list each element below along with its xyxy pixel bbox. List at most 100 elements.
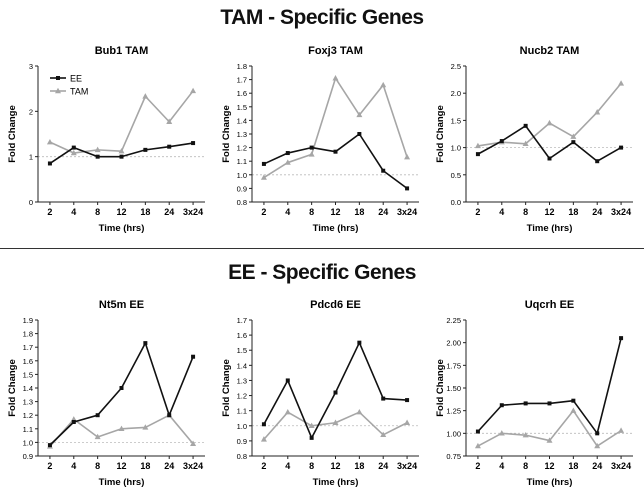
ee-data-point [381, 168, 386, 173]
ee-data-point [309, 145, 314, 150]
tam-data-point [546, 437, 553, 443]
legend-marker [55, 87, 61, 94]
ee-series-line [263, 133, 408, 190]
y-tick-label: 1.8 [23, 330, 33, 339]
x-tick-label: 3x24 [183, 461, 203, 471]
ee-data-point [191, 141, 196, 146]
x-tick-label: 4 [499, 461, 504, 471]
tam-data-point [474, 442, 481, 449]
tam-data-point [594, 442, 601, 449]
y-tick-label: 0.75 [446, 452, 461, 461]
chart-title: Bub1 TAM [95, 45, 149, 57]
y-tick-label: 0 [29, 198, 33, 207]
tam-data-point [380, 81, 387, 88]
tam-data-point [166, 118, 173, 124]
x-tick-label: 3x24 [611, 461, 631, 471]
y-tick-label: 1.0 [451, 144, 461, 153]
x-tick-label: 18 [354, 207, 364, 217]
x-tick-label: 2 [475, 461, 480, 471]
ee-data-point [95, 154, 100, 159]
y-tick-label: 0.0 [451, 198, 461, 207]
ee-data-point [261, 161, 266, 166]
tam-data-point [332, 75, 339, 81]
y-tick-label: 1.3 [237, 376, 247, 385]
y-tick-label: 2.25 [446, 316, 461, 325]
tam-data-point [356, 111, 363, 118]
y-tick-label: 1.4 [23, 384, 33, 393]
x-tick-label: 12 [116, 207, 126, 217]
tam-series-line [49, 90, 194, 154]
ee-section-title: EE - Specific Genes [228, 261, 416, 284]
legend-label: EE [70, 74, 82, 84]
tam-data-point [308, 422, 315, 428]
chart-uqcrh-ee: Uqcrh EE0.751.001.251.501.752.002.252 4 8 1… [435, 299, 633, 488]
tam-data-point [332, 419, 339, 425]
y-tick-label: 1.2 [237, 144, 247, 153]
ee-data-point [499, 403, 504, 408]
y-tick-label: 1.3 [237, 130, 247, 139]
tam-data-point [618, 80, 625, 86]
ee-data-point [261, 422, 266, 427]
y-tick-label: 0.9 [237, 437, 247, 446]
chart-title: Pdcd6 EE [310, 299, 361, 311]
x-tick-label: 3x24 [183, 207, 203, 217]
x-tick-label: 12 [544, 461, 554, 471]
x-tick-label: 2 [261, 461, 266, 471]
tam-data-point [308, 151, 315, 157]
ee-data-point [547, 156, 552, 161]
y-tick-label: 1.7 [23, 343, 33, 352]
tam-data-point [404, 419, 411, 425]
tam-data-point [570, 407, 577, 413]
y-tick-label: 1.75 [446, 361, 461, 370]
ee-data-point [547, 401, 552, 406]
y-tick-label: 2.0 [451, 89, 461, 98]
y-tick-label: 1.8 [237, 62, 247, 71]
ee-data-point [71, 145, 76, 150]
tam-data-point [594, 109, 601, 115]
y-tick-label: 0.5 [451, 171, 461, 180]
ee-data-point [381, 396, 386, 401]
x-axis-label: Time (hrs) [99, 223, 145, 234]
tam-data-point [94, 146, 101, 153]
y-tick-label: 0.8 [237, 452, 247, 461]
ee-series-line [477, 337, 622, 435]
ee-data-point [309, 435, 314, 440]
y-tick-label: 1.7 [237, 76, 247, 85]
y-tick-label: 1.0 [237, 422, 247, 431]
section-divider [0, 248, 644, 249]
chart-nt5m-ee: Nt5m EE 0.9 1.0 1.1 1.2 1.3 1.4 1.5 1.6 1.7 1.8 1.9… [7, 299, 205, 488]
ee-data-point [595, 431, 600, 436]
ee-data-point [47, 443, 52, 448]
y-tick-label: 1.5 [451, 116, 461, 125]
ee-data-point [167, 413, 172, 418]
tam-data-point [284, 159, 291, 165]
chart-title: Nucb2 TAM [520, 45, 580, 57]
legend-marker [56, 76, 60, 80]
ee-data-point [619, 145, 624, 150]
ee-data-point [357, 132, 362, 136]
y-tick-label: 1.1 [237, 157, 247, 166]
y-tick-label: 2 [29, 107, 33, 116]
y-axis-label: Fold Change [221, 359, 232, 417]
chart-pdcd6-ee: Pdcd6 EE0.80.91.01.11.21.31.41.51.61.72 4… [221, 299, 419, 488]
y-tick-label: 2.00 [446, 339, 461, 348]
x-tick-label: 24 [164, 207, 174, 217]
x-tick-label: 18 [140, 461, 150, 471]
ee-data-point [71, 420, 76, 424]
y-tick-label: 1.5 [237, 346, 247, 355]
tam-data-point [356, 408, 363, 415]
x-tick-label: 8 [523, 207, 528, 217]
y-tick-label: 0.9 [237, 184, 247, 193]
ee-data-point [405, 398, 410, 403]
x-tick-label: 18 [354, 461, 364, 471]
x-tick-label: 8 [523, 461, 528, 471]
chart-title: Uqcrh EE [525, 299, 575, 311]
tam-data-point [260, 436, 267, 442]
x-tick-label: 24 [592, 461, 602, 471]
ee-data-point [143, 341, 148, 346]
y-axis-label: Fold Change [7, 105, 18, 163]
x-tick-label: 12 [116, 461, 126, 471]
ee-data-point [333, 390, 338, 395]
